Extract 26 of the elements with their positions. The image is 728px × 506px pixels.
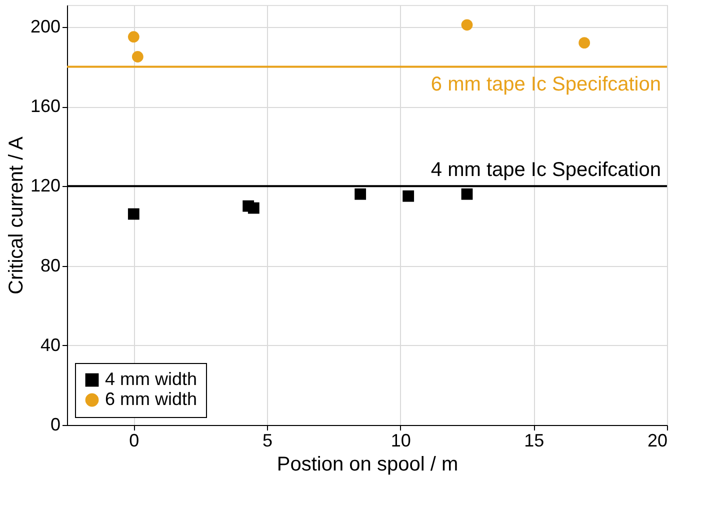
y-tick-label: 120	[30, 176, 60, 196]
x-tick-label: 10	[390, 430, 411, 450]
legend-label: 4 mm width	[105, 369, 198, 389]
point	[128, 31, 140, 43]
y-axis-title: Critical current / A	[5, 136, 28, 294]
point	[402, 190, 414, 202]
ref-line-label: 6 mm tape Ic Specifcation	[430, 74, 661, 96]
legend-label: 6 mm width	[105, 389, 198, 409]
x-tick-label: 5	[262, 430, 273, 450]
ref-line-label: 4 mm tape Ic Specifcation	[430, 159, 661, 182]
x-tick-label: 20	[647, 430, 668, 450]
point	[578, 37, 590, 49]
y-tick-label: 0	[50, 414, 60, 434]
x-axis-title: Postion on spool / m	[276, 454, 458, 476]
point	[248, 202, 260, 214]
point	[132, 51, 144, 62]
x-tick-label: 15	[524, 430, 544, 450]
point	[128, 208, 140, 220]
y-tick-label: 80	[40, 255, 60, 276]
point	[354, 188, 366, 200]
y-tick-label: 160	[30, 96, 60, 116]
point	[461, 188, 473, 200]
y-tick-label: 40	[40, 334, 60, 355]
point	[461, 19, 473, 31]
y-tick-label: 200	[30, 16, 60, 36]
x-tick-label: 0	[129, 430, 140, 450]
